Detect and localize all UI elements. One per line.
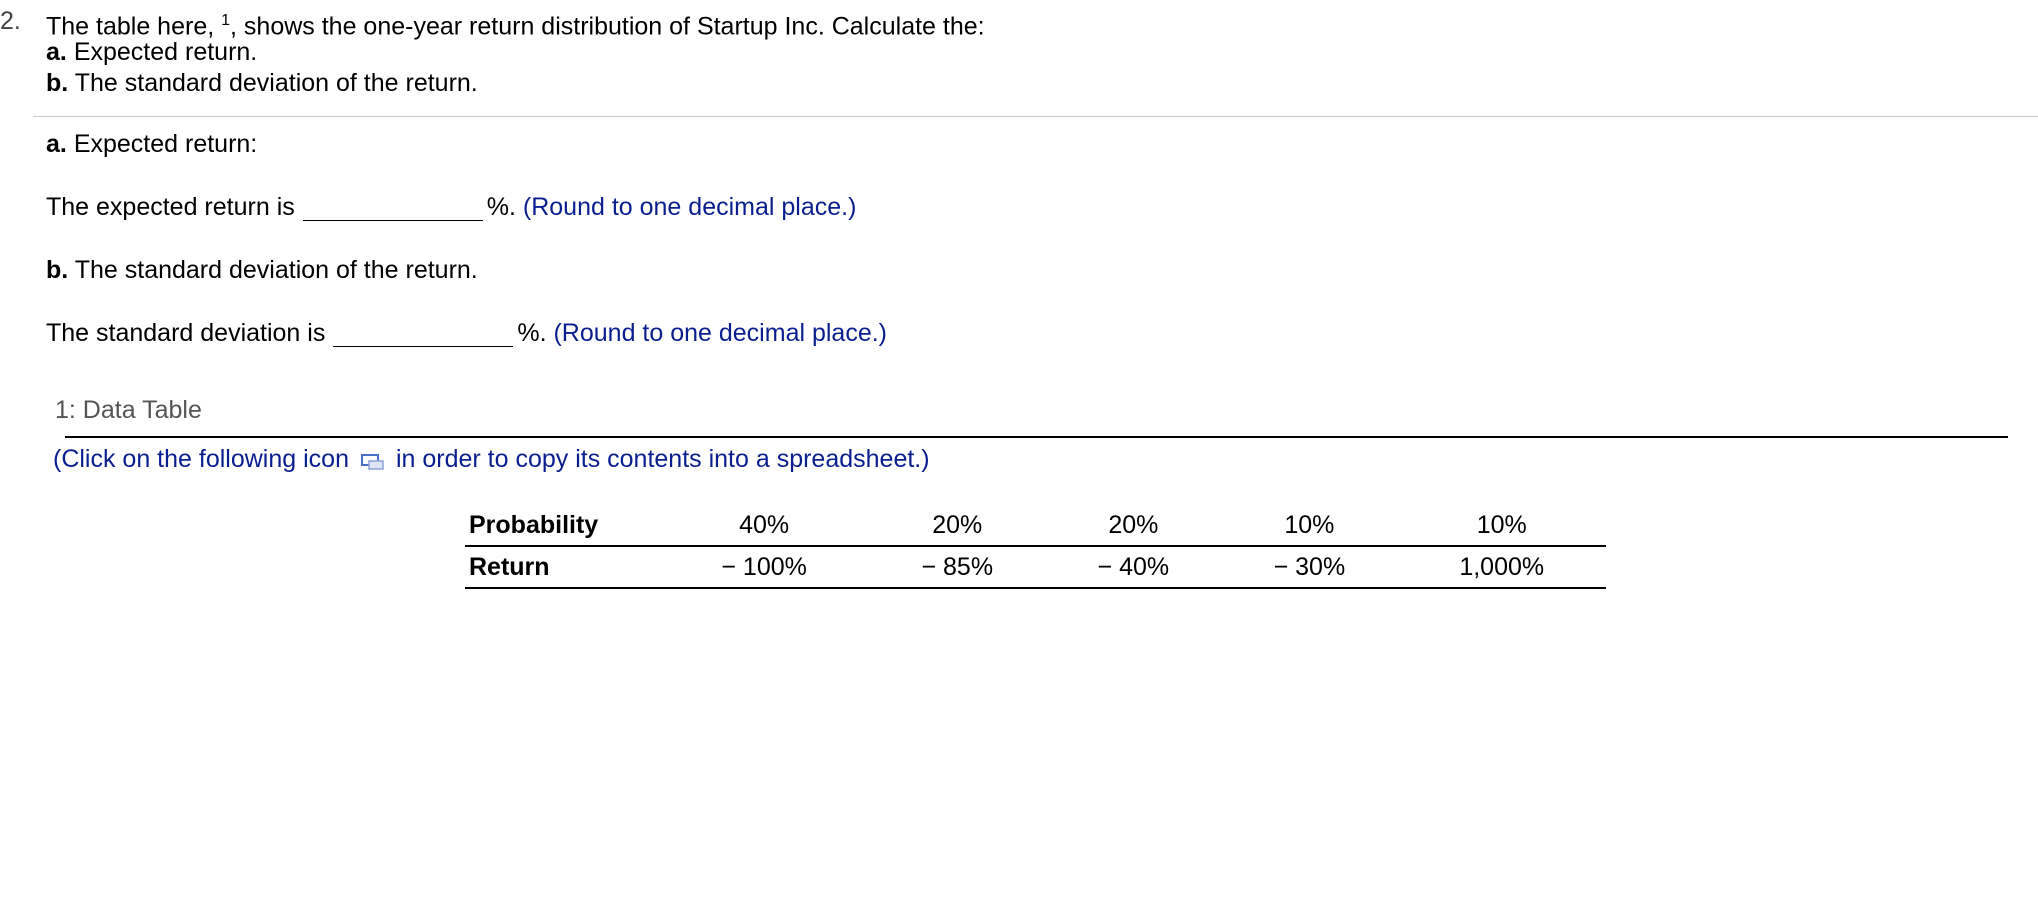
answer-suffix: %. bbox=[486, 193, 516, 221]
answer-line: The expected return is%. (Round to one d… bbox=[46, 192, 856, 222]
table-cell: 10% bbox=[1284, 510, 1335, 539]
table-note: (Click on the following icon in order to… bbox=[53, 444, 930, 474]
answer-prefix: The standard deviation is bbox=[46, 319, 326, 347]
part-label: b. bbox=[46, 69, 69, 97]
table-cell: − 30% bbox=[1273, 552, 1346, 581]
note-text: (Click on the following icon bbox=[53, 445, 349, 473]
note-text: in order to copy its contents into a spr… bbox=[395, 445, 930, 473]
row-header: Return bbox=[469, 552, 550, 581]
footnote-link[interactable]: 1 bbox=[221, 12, 231, 29]
answer-prefix: The expected return is bbox=[46, 193, 295, 221]
prompt-text: The table here, bbox=[46, 12, 215, 41]
answer-label: b. bbox=[46, 256, 69, 284]
prompt: The table here, 1, shows the one-year re… bbox=[46, 6, 985, 41]
answer-input[interactable] bbox=[302, 198, 483, 221]
copy-icon[interactable] bbox=[360, 450, 386, 472]
divider bbox=[65, 436, 2008, 438]
prompt-text: , shows the one-year return distribution… bbox=[230, 12, 985, 41]
table-cell: − 40% bbox=[1097, 552, 1170, 581]
hint: (Round to one decimal place.) bbox=[553, 319, 888, 347]
data-table: Probability 40% 20% 20% 10% 10% Return − 100% − … bbox=[465, 505, 1606, 589]
part: a. Expected return. bbox=[46, 37, 257, 67]
table-cell: − 85% bbox=[921, 552, 994, 581]
table-cell: 20% bbox=[1108, 510, 1159, 539]
part-label: a. bbox=[46, 38, 67, 66]
divider bbox=[33, 116, 2038, 117]
answer-heading-text: The standard deviation of the return. bbox=[74, 256, 478, 284]
hint: (Round to one decimal place.) bbox=[522, 193, 857, 221]
table-cell: 1,000% bbox=[1459, 552, 1545, 581]
table-cell: 20% bbox=[932, 510, 983, 539]
answer-input[interactable] bbox=[333, 324, 514, 347]
table-title: 1: Data Table bbox=[55, 396, 202, 424]
table-cell: 10% bbox=[1476, 510, 1527, 539]
table-row: Return − 100% − 85% − 40% − 30% 1,000% bbox=[465, 546, 1606, 588]
row-header: Probability bbox=[469, 510, 599, 539]
question-number: 2. bbox=[0, 7, 21, 35]
answer-heading-text: Expected return: bbox=[73, 130, 258, 158]
part-text: Expected return. bbox=[73, 38, 258, 66]
answer-heading: a. Expected return: bbox=[46, 129, 257, 159]
part-text: The standard deviation of the return. bbox=[74, 69, 478, 97]
answer-label: a. bbox=[46, 130, 67, 158]
answer-line: The standard deviation is%. (Round to on… bbox=[46, 318, 887, 348]
table-cell: 40% bbox=[739, 510, 790, 539]
table-row: Probability 40% 20% 20% 10% 10% bbox=[465, 505, 1606, 546]
answer-suffix: %. bbox=[517, 319, 547, 347]
table-cell: − 100% bbox=[721, 552, 807, 581]
part: b. The standard deviation of the return. bbox=[46, 68, 478, 98]
answer-heading: b. The standard deviation of the return. bbox=[46, 255, 478, 285]
